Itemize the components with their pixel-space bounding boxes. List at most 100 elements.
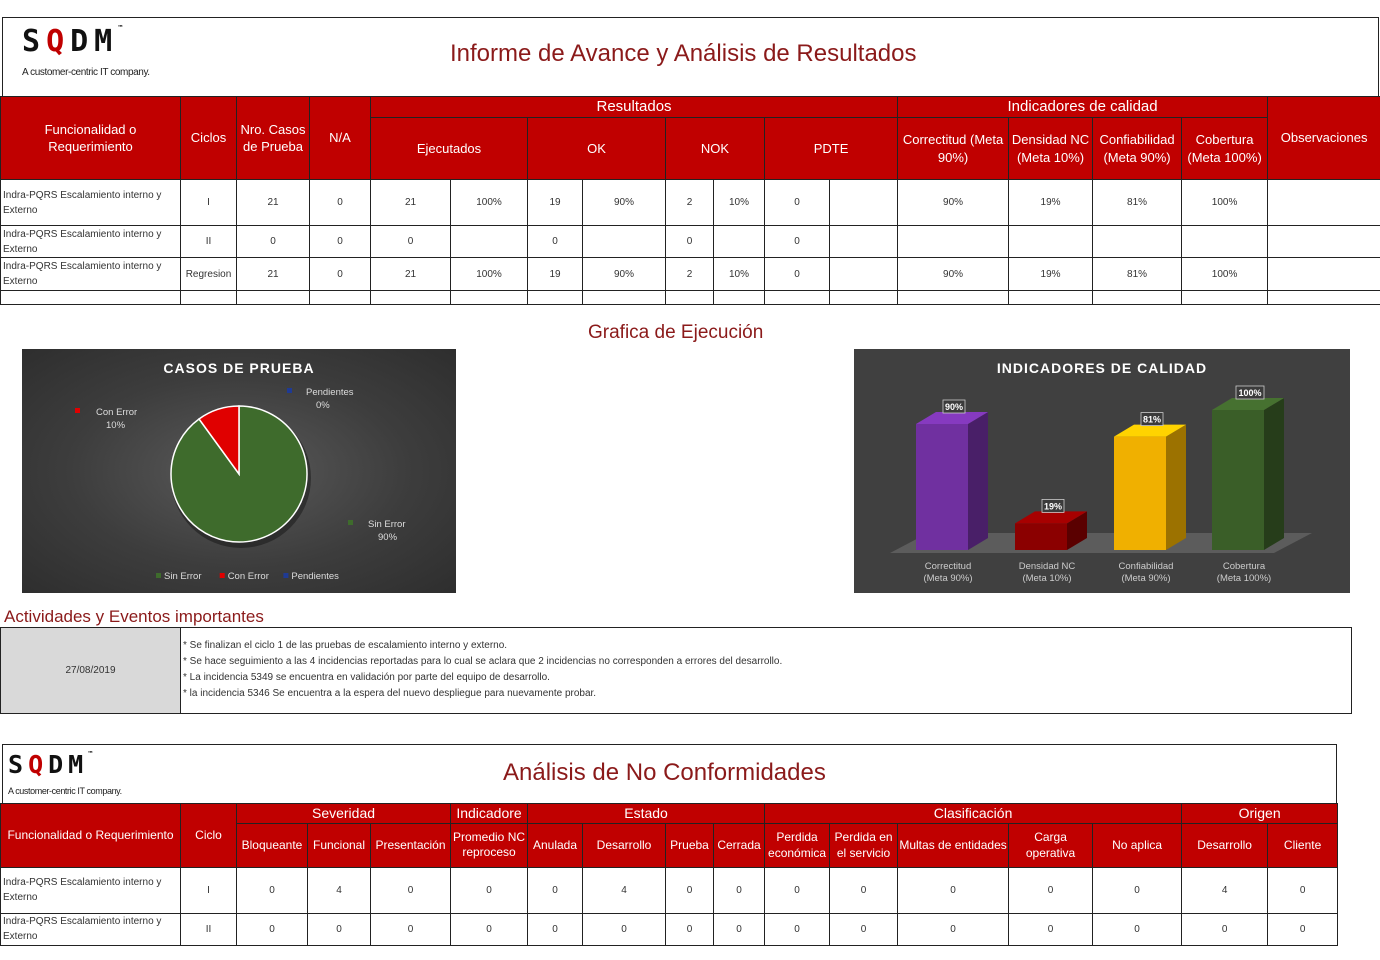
bar-top (916, 412, 988, 424)
pie-data-label: Pendientes (306, 387, 354, 398)
results-table: Funcionalidad o Requerimiento Ciclos Nro… (0, 95, 1380, 306)
col-perdida-economica: Perdida económica (764, 822, 831, 868)
cell-densidad: 19% (1008, 257, 1094, 292)
cell-densidad (1008, 225, 1094, 259)
col-observaciones: Observaciones (1267, 95, 1380, 181)
bar-value-label: 100% (1238, 388, 1261, 398)
col-confiabilidad: Confiabilidad (Meta 90%) (1092, 117, 1183, 181)
pie-slice (197, 405, 240, 477)
cell-perdida-servicio: 0 (829, 866, 899, 914)
bar-side (968, 412, 988, 550)
bar-value-box (1041, 498, 1065, 513)
pie-data-value: 10% (106, 420, 126, 431)
nc-table: Funcionalidad o Requerimiento Ciclo Seve… (0, 803, 1339, 946)
cell-confiabilidad: 81% (1092, 179, 1183, 227)
cell-origen-desarrollo: 4 (1181, 866, 1269, 914)
bar-value-label: 90% (945, 402, 963, 412)
cell-nok: 0 (665, 225, 714, 259)
cell-origen-desarrollo: 0 (1181, 912, 1269, 946)
table-row: Indra-PQRS Escalamiento interno y Extern… (0, 179, 1380, 227)
bar-top (1212, 398, 1284, 410)
cell-presentacion: 0 (369, 912, 452, 946)
pie-label-marker (287, 388, 292, 393)
legend-marker (219, 573, 225, 578)
cell-nok-pct (713, 225, 765, 259)
col-desarrollo: Desarrollo (582, 822, 667, 868)
cell-desarrollo: 0 (582, 912, 667, 946)
col-perdida-servicio: Perdida en el servicio (829, 822, 899, 868)
logo-tagline: A customer-centric IT company. (8, 786, 122, 796)
cell-ok-pct: 90% (582, 179, 666, 227)
col-nok: NOK (665, 117, 765, 181)
group-clasificacion: Clasificación (764, 803, 1183, 824)
cell-ejecutados: 21 (370, 257, 451, 292)
cell-funcional: 4 (307, 866, 371, 914)
col-na: N/A (309, 95, 371, 181)
bar-side (1166, 424, 1186, 550)
activity-note: * Se hace seguimiento a las 4 incidencia… (183, 656, 783, 667)
pie-data-label: Sin Error (368, 519, 405, 530)
cell-nok-pct: 10% (713, 257, 765, 292)
col-carga: Carga operativa (1008, 822, 1094, 868)
col-correctitud: Correctitud (Meta 90%) (897, 117, 1010, 181)
col-funcionalidad: Funcionalidad o Requerimiento (0, 95, 181, 181)
table-row-empty (0, 290, 1380, 306)
cell-multas: 0 (897, 912, 1010, 946)
cell-observaciones (1267, 257, 1380, 292)
cell-cliente: 0 (1267, 912, 1339, 946)
cell-multas: 0 (897, 866, 1010, 914)
activity-notes-cell: * Se finalizan el ciclo 1 de las pruebas… (180, 627, 1352, 714)
pie-label-marker (348, 520, 353, 525)
cell-ejecutados-pct: 100% (450, 257, 528, 292)
charts-section-title: Grafica de Ejecución (588, 322, 764, 343)
pie-data-label: Con Error (96, 407, 137, 418)
cell-ciclo: Regresion (180, 257, 237, 292)
bar-side (1067, 511, 1087, 550)
col-presentacion: Presentación (369, 822, 452, 868)
col-densidad: Densidad NC (Meta 10%) (1008, 117, 1094, 181)
cell-pdte: 0 (764, 225, 830, 259)
col-nro-casos: Nro. Casos de Prueba (236, 95, 310, 181)
cell-pdte-pct (828, 179, 899, 227)
bar-value-label: 81% (1143, 415, 1161, 425)
cell-na: 0 (309, 257, 371, 292)
cell-correctitud: 90% (897, 179, 1010, 227)
cell-cobertura (1181, 225, 1269, 259)
nc-header (2, 744, 1337, 804)
cell-na: 0 (309, 225, 371, 259)
cell-ciclo: II (180, 225, 237, 259)
col-funcional: Funcional (307, 822, 371, 868)
cell-ok-pct (582, 225, 666, 259)
cell-pdte: 0 (764, 257, 830, 292)
cell-desarrollo: 4 (582, 866, 667, 914)
cell-no-aplica: 0 (1092, 912, 1183, 946)
category-label: Densidad NC (1019, 561, 1076, 572)
bar-value-label: 19% (1044, 501, 1062, 511)
cell-ciclo: I (180, 179, 237, 227)
col-cerrada: Cerrada (713, 822, 766, 868)
cell-cerrada: 0 (713, 912, 766, 946)
category-label: (Meta 100%) (1217, 573, 1271, 584)
cell-funcionalidad: Indra-PQRS Escalamiento interno y Extern… (0, 866, 181, 914)
cell-bloqueante: 0 (236, 866, 308, 914)
bar (1015, 523, 1067, 550)
cell-cerrada: 0 (713, 866, 766, 914)
nc-title: Análisis de No Conformidades (503, 759, 826, 786)
cell-nok: 2 (665, 257, 714, 292)
chart-title: CASOS DE PRUEBA (163, 360, 314, 376)
report-header (2, 17, 1379, 97)
cell-no-aplica: 0 (1092, 866, 1183, 914)
col-ok: OK (527, 117, 666, 181)
table-row: Indra-PQRS Escalamiento interno y Extern… (0, 912, 1339, 946)
cell-funcionalidad: Indra-PQRS Escalamiento interno y Extern… (0, 257, 181, 292)
bar (1114, 436, 1166, 550)
legend-marker (156, 573, 161, 578)
category-label: Correctitud (925, 561, 971, 572)
col-bloqueante: Bloqueante (236, 822, 308, 868)
pie-data-value: 90% (378, 532, 398, 543)
cell-pdte: 0 (764, 179, 830, 227)
cell-correctitud: 90% (897, 257, 1010, 292)
col-ciclos: Ciclos (180, 95, 237, 181)
bar (1212, 410, 1264, 550)
cell-ok: 19 (527, 179, 583, 227)
